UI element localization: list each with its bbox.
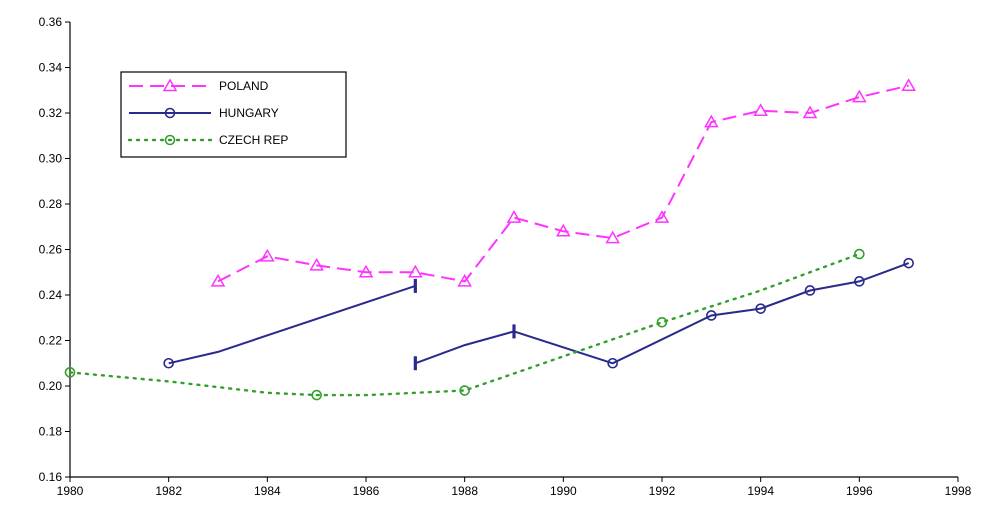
x-tick-label: 1980: [57, 484, 84, 498]
x-tick-label: 1982: [155, 484, 182, 498]
y-tick-label: 0.18: [39, 425, 63, 439]
x-tick-label: 1988: [451, 484, 478, 498]
y-tick-label: 0.24: [39, 288, 63, 302]
legend-label: HUNGARY: [219, 106, 279, 120]
y-tick-label: 0.22: [39, 334, 63, 348]
y-tick-label: 0.34: [39, 61, 63, 75]
y-tick-label: 0.30: [39, 152, 63, 166]
x-tick-label: 1998: [945, 484, 972, 498]
x-tick-label: 1984: [254, 484, 281, 498]
y-tick-label: 0.36: [39, 15, 63, 29]
x-tick-label: 1996: [846, 484, 873, 498]
y-tick-label: 0.26: [39, 243, 63, 257]
y-tick-label: 0.16: [39, 470, 63, 484]
x-tick-label: 1994: [747, 484, 774, 498]
y-tick-label: 0.28: [39, 197, 63, 211]
legend-label: POLAND: [219, 79, 269, 93]
legend: POLAND HUNGARY CZECH REP: [121, 72, 346, 157]
y-tick-label: 0.32: [39, 106, 63, 120]
legend-label: CZECH REP: [219, 133, 288, 147]
y-tick-label: 0.20: [39, 379, 63, 393]
x-tick-label: 1992: [649, 484, 676, 498]
x-tick-label: 1986: [353, 484, 380, 498]
x-tick-label: 1990: [550, 484, 577, 498]
